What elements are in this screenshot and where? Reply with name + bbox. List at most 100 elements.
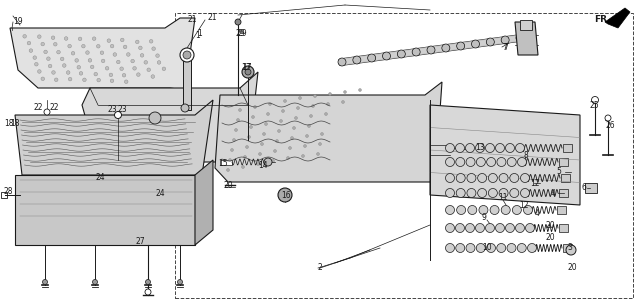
Circle shape — [486, 143, 495, 152]
Circle shape — [145, 279, 150, 285]
Circle shape — [442, 45, 449, 52]
Circle shape — [144, 60, 148, 64]
Bar — [563, 144, 572, 152]
Circle shape — [284, 99, 287, 102]
Circle shape — [445, 243, 454, 253]
Circle shape — [456, 143, 465, 152]
Circle shape — [67, 71, 70, 74]
Circle shape — [477, 188, 486, 198]
Circle shape — [54, 42, 57, 46]
Text: 19: 19 — [13, 17, 22, 27]
Circle shape — [292, 127, 296, 130]
Text: 7: 7 — [503, 44, 508, 52]
Polygon shape — [605, 8, 630, 28]
Circle shape — [29, 49, 33, 52]
Text: 21: 21 — [188, 16, 198, 24]
Text: 25: 25 — [590, 101, 600, 109]
Circle shape — [44, 109, 50, 115]
Circle shape — [367, 54, 376, 62]
Circle shape — [235, 19, 241, 25]
Circle shape — [131, 59, 134, 63]
Circle shape — [476, 243, 485, 253]
Circle shape — [259, 152, 262, 156]
Circle shape — [275, 139, 278, 142]
Circle shape — [94, 72, 97, 76]
Circle shape — [252, 116, 255, 119]
Circle shape — [383, 52, 390, 60]
Circle shape — [33, 56, 36, 59]
Circle shape — [109, 73, 113, 77]
Circle shape — [132, 66, 136, 70]
Text: 27: 27 — [135, 238, 145, 246]
Circle shape — [38, 70, 41, 73]
Circle shape — [246, 145, 248, 149]
Circle shape — [445, 206, 454, 214]
Circle shape — [54, 78, 58, 81]
Circle shape — [294, 117, 298, 120]
Text: 13: 13 — [475, 143, 484, 152]
Circle shape — [513, 206, 522, 214]
Circle shape — [501, 206, 510, 214]
Circle shape — [499, 188, 508, 198]
Circle shape — [298, 96, 301, 99]
Circle shape — [124, 80, 128, 84]
Circle shape — [353, 56, 361, 64]
Circle shape — [476, 224, 484, 232]
Circle shape — [64, 37, 68, 40]
Circle shape — [317, 152, 319, 156]
Circle shape — [445, 143, 454, 152]
Circle shape — [51, 36, 55, 40]
Circle shape — [472, 41, 479, 48]
Text: 23: 23 — [107, 106, 116, 114]
Circle shape — [183, 51, 191, 59]
Circle shape — [78, 37, 82, 41]
Circle shape — [278, 188, 292, 202]
Circle shape — [301, 155, 305, 157]
Circle shape — [228, 159, 232, 162]
Circle shape — [239, 109, 241, 112]
Circle shape — [52, 71, 55, 74]
Circle shape — [243, 156, 246, 159]
Circle shape — [122, 74, 126, 77]
Circle shape — [467, 174, 476, 182]
Text: 3: 3 — [567, 243, 572, 253]
Circle shape — [79, 72, 83, 75]
Text: 28: 28 — [4, 188, 13, 196]
Circle shape — [486, 157, 495, 167]
Bar — [183, 55, 191, 110]
Circle shape — [412, 48, 420, 56]
Circle shape — [487, 38, 494, 45]
Circle shape — [250, 125, 253, 128]
Bar — [520, 20, 532, 30]
Circle shape — [124, 45, 127, 49]
Circle shape — [339, 59, 346, 66]
Circle shape — [457, 42, 465, 50]
Circle shape — [63, 64, 66, 67]
Circle shape — [90, 65, 94, 69]
Circle shape — [280, 120, 282, 123]
Circle shape — [397, 50, 405, 58]
Text: 21: 21 — [207, 13, 216, 23]
Bar — [220, 160, 232, 165]
Circle shape — [48, 64, 52, 68]
Circle shape — [136, 73, 140, 77]
Circle shape — [303, 145, 307, 148]
Circle shape — [115, 112, 122, 119]
Text: 10: 10 — [482, 243, 492, 253]
Polygon shape — [195, 160, 213, 245]
Bar — [557, 206, 566, 214]
Circle shape — [305, 135, 308, 138]
Circle shape — [472, 40, 479, 48]
Circle shape — [77, 66, 81, 69]
Circle shape — [495, 224, 504, 232]
Circle shape — [100, 51, 104, 55]
Circle shape — [517, 243, 526, 253]
Circle shape — [44, 50, 47, 54]
Circle shape — [106, 66, 109, 70]
Circle shape — [257, 163, 259, 166]
Circle shape — [465, 143, 474, 152]
Circle shape — [506, 224, 515, 232]
Circle shape — [120, 38, 124, 42]
Circle shape — [27, 41, 31, 45]
Circle shape — [97, 78, 100, 82]
